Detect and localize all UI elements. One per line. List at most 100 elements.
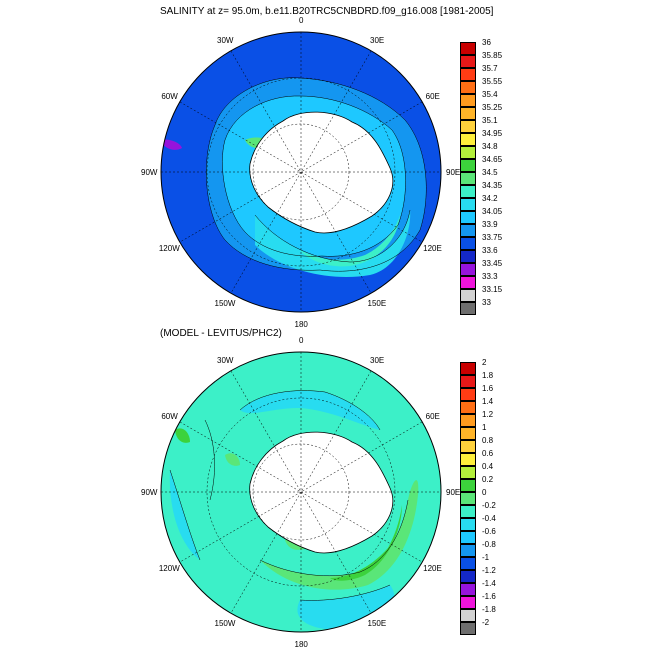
colorbar-swatch <box>460 250 476 263</box>
colorbar-tick-label: 0.4 <box>482 462 494 471</box>
longitude-label: 30E <box>370 35 385 45</box>
colorbar-swatch <box>460 466 476 479</box>
colorbar-swatch <box>460 414 476 427</box>
colorbar-swatch <box>460 570 476 583</box>
colorbar-swatch <box>460 211 476 224</box>
colorbar-tick-label: -0.8 <box>482 540 496 549</box>
longitude-label: 30E <box>370 355 385 365</box>
colorbar-tick-label: 1.6 <box>482 384 494 393</box>
longitude-label: 120W <box>158 243 180 253</box>
colorbar-tick-label: -1.2 <box>482 566 496 575</box>
longitude-label: 120E <box>423 243 442 253</box>
colorbar-tick-label: 0 <box>482 488 487 497</box>
colorbar-swatch <box>460 518 476 531</box>
colorbar-swatch <box>460 544 476 557</box>
colorbar-swatch <box>460 172 476 185</box>
longitude-label: 180 <box>294 319 308 329</box>
colorbar-tick-label: 35.85 <box>482 51 503 60</box>
colorbar-tick-label: -1 <box>482 553 490 562</box>
longitude-label: 150E <box>367 619 387 629</box>
colorbar-swatch <box>460 81 476 94</box>
colorbar-tick-label: 0.2 <box>482 475 494 484</box>
colorbar-swatch <box>460 375 476 388</box>
colorbar-tick-label: 34.95 <box>482 129 503 138</box>
colorbar-swatch <box>460 107 476 120</box>
panel-2-map-border <box>160 351 442 633</box>
difference-map <box>161 352 441 632</box>
colorbar-swatch <box>460 276 476 289</box>
colorbar-swatch <box>460 55 476 68</box>
colorbar-tick-label: -0.2 <box>482 501 496 510</box>
colorbar-swatch <box>460 401 476 414</box>
colorbar-tick-label: 0.6 <box>482 449 494 458</box>
colorbar-tick-label: -2 <box>482 618 490 627</box>
colorbar-swatch <box>460 198 476 211</box>
colorbar-tick-label: -1.8 <box>482 605 496 614</box>
colorbar-swatch <box>460 479 476 492</box>
colorbar-tick-label: 34.5 <box>482 168 498 177</box>
colorbar-tick-label: 34.2 <box>482 194 498 203</box>
colorbar-tick-label: 35.55 <box>482 77 503 86</box>
colorbar-tick-label: 36 <box>482 38 491 47</box>
colorbar-tick-label: -1.4 <box>482 579 496 588</box>
colorbar-tick-label: 33.6 <box>482 246 498 255</box>
colorbar-swatch <box>460 146 476 159</box>
colorbar-tick-label: 35.25 <box>482 103 503 112</box>
colorbar-tick-label: 34.35 <box>482 181 503 190</box>
colorbar-swatch <box>460 622 476 635</box>
salinity-map <box>161 32 441 312</box>
colorbar-tick-label: 33.9 <box>482 220 498 229</box>
longitude-label: 120E <box>423 563 442 573</box>
colorbar-swatch <box>460 388 476 401</box>
longitude-label: 30W <box>217 355 234 365</box>
colorbar-tick-label: 1.2 <box>482 410 494 419</box>
longitude-label: 90W <box>141 167 158 177</box>
colorbar-swatch <box>460 596 476 609</box>
longitude-label: 60E <box>425 411 440 421</box>
longitude-label: 180 <box>294 639 308 649</box>
colorbar-swatch <box>460 362 476 375</box>
longitude-label: 60E <box>425 91 440 101</box>
colorbar-swatch <box>460 492 476 505</box>
colorbar-swatch <box>460 224 476 237</box>
colorbar-tick-label: 33.45 <box>482 259 503 268</box>
colorbar-swatch <box>460 42 476 55</box>
longitude-label: 60W <box>161 411 178 421</box>
colorbar-tick-label: -1.6 <box>482 592 496 601</box>
colorbar-swatch <box>460 453 476 466</box>
colorbar-swatch <box>460 302 476 315</box>
colorbar-tick-label: 33.75 <box>482 233 503 242</box>
colorbar-swatch <box>460 120 476 133</box>
colorbar-swatch <box>460 237 476 250</box>
colorbar-tick-label: 0.8 <box>482 436 494 445</box>
colorbar-swatch <box>460 557 476 570</box>
colorbar-tick-label: 34.05 <box>482 207 503 216</box>
colorbar-swatch <box>460 609 476 622</box>
colorbar-swatch <box>460 68 476 81</box>
colorbar-tick-label: -0.6 <box>482 527 496 536</box>
colorbar-swatch <box>460 427 476 440</box>
colorbar-swatch <box>460 583 476 596</box>
colorbar-tick-label: 34.65 <box>482 155 503 164</box>
colorbar-swatch <box>460 505 476 518</box>
colorbar-tick-label: 35.7 <box>482 64 498 73</box>
colorbar-swatch <box>460 263 476 276</box>
longitude-label: 150W <box>214 299 236 309</box>
longitude-label: 90W <box>141 487 158 497</box>
colorbar-tick-label: 33 <box>482 298 491 307</box>
longitude-label: 0 <box>299 335 304 345</box>
colorbar-tick-label: 1.8 <box>482 371 494 380</box>
longitude-label: 90E <box>446 167 461 177</box>
colorbar-tick-label: 1 <box>482 423 487 432</box>
colorbar-swatch <box>460 289 476 302</box>
colorbar-swatch <box>460 94 476 107</box>
colorbar-swatch <box>460 185 476 198</box>
longitude-label: 90E <box>446 487 461 497</box>
colorbar-swatch <box>460 159 476 172</box>
colorbar-tick-label: -0.4 <box>482 514 496 523</box>
panel-1-title: SALINITY at z= 95.0m, b.e11.B20TRC5CNBDR… <box>160 6 494 17</box>
panel-1-map-border <box>160 31 442 313</box>
longitude-label: 30W <box>217 35 234 45</box>
panel-2-title: (MODEL - LEVITUS/PHC2) <box>160 328 282 339</box>
colorbar-tick-label: 2 <box>482 358 487 367</box>
